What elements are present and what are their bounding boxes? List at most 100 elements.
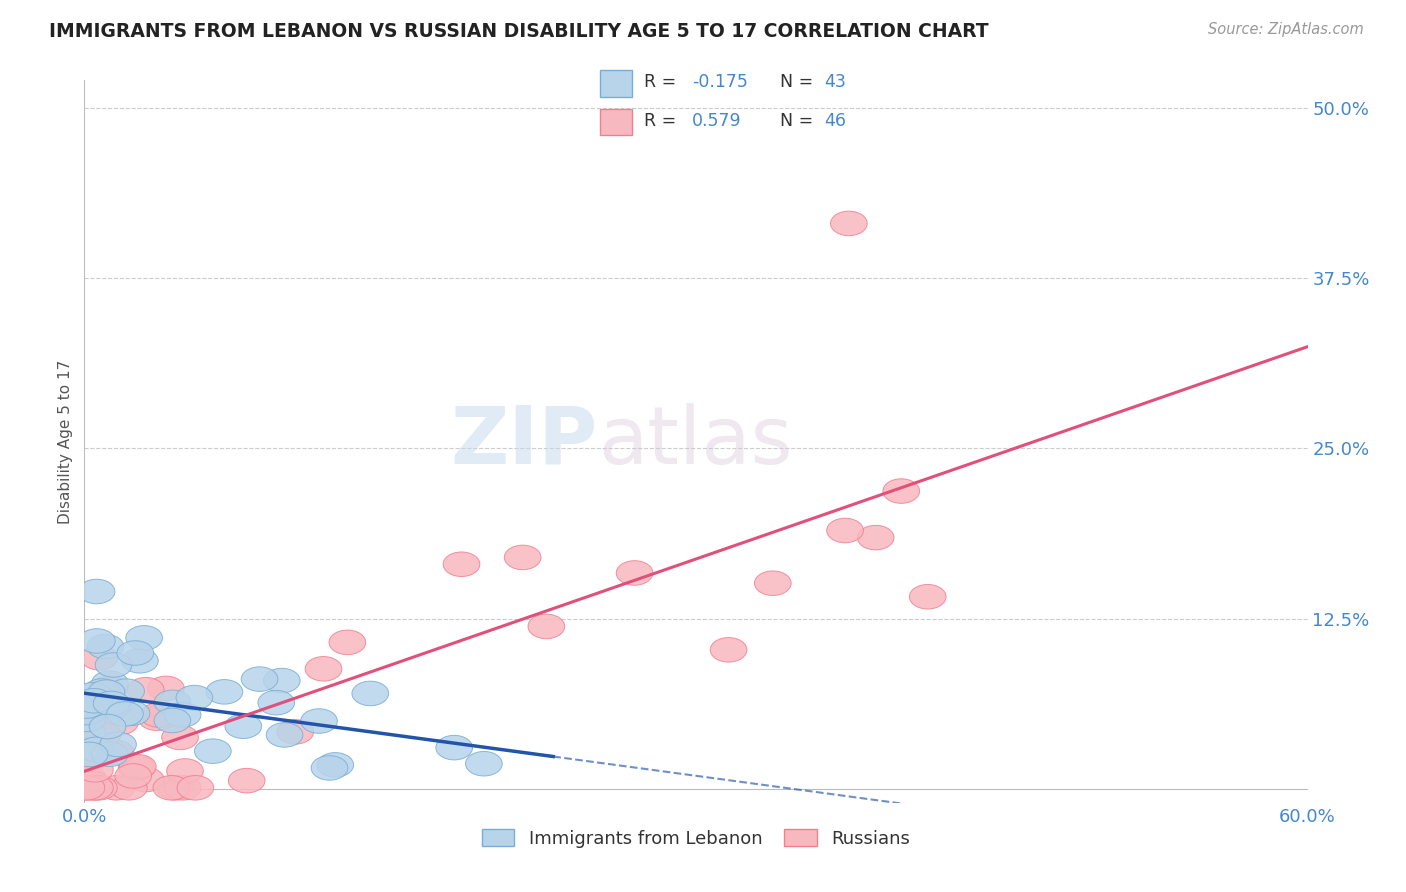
Ellipse shape	[98, 775, 135, 800]
Ellipse shape	[117, 640, 153, 665]
Ellipse shape	[75, 775, 112, 800]
Text: atlas: atlas	[598, 402, 793, 481]
Ellipse shape	[67, 694, 105, 718]
Text: ZIP: ZIP	[451, 402, 598, 481]
Ellipse shape	[76, 757, 114, 782]
Ellipse shape	[72, 742, 108, 767]
Ellipse shape	[75, 712, 111, 737]
Ellipse shape	[157, 775, 194, 800]
Ellipse shape	[827, 518, 863, 542]
Ellipse shape	[316, 753, 353, 777]
Ellipse shape	[148, 676, 184, 700]
Ellipse shape	[228, 768, 266, 793]
Ellipse shape	[120, 755, 156, 779]
Ellipse shape	[69, 775, 105, 800]
Ellipse shape	[505, 545, 541, 570]
Text: N =: N =	[780, 112, 820, 129]
Ellipse shape	[84, 723, 121, 747]
Text: R =: R =	[644, 73, 682, 91]
Text: Source: ZipAtlas.com: Source: ZipAtlas.com	[1208, 22, 1364, 37]
Ellipse shape	[96, 653, 132, 677]
Ellipse shape	[107, 702, 143, 726]
Ellipse shape	[177, 775, 214, 800]
Ellipse shape	[257, 690, 295, 714]
Ellipse shape	[616, 561, 652, 585]
Ellipse shape	[83, 679, 121, 703]
Ellipse shape	[207, 680, 243, 704]
Legend: Immigrants from Lebanon, Russians: Immigrants from Lebanon, Russians	[475, 822, 917, 855]
Ellipse shape	[82, 646, 118, 670]
Y-axis label: Disability Age 5 to 17: Disability Age 5 to 17	[58, 359, 73, 524]
Ellipse shape	[910, 584, 946, 609]
Ellipse shape	[138, 706, 174, 731]
Text: 43: 43	[824, 73, 846, 91]
Ellipse shape	[263, 668, 299, 693]
Ellipse shape	[167, 759, 204, 783]
Ellipse shape	[76, 775, 114, 800]
Ellipse shape	[311, 756, 347, 780]
Ellipse shape	[858, 525, 894, 549]
Ellipse shape	[529, 615, 565, 639]
Ellipse shape	[70, 767, 107, 791]
Ellipse shape	[225, 714, 262, 739]
Ellipse shape	[79, 579, 115, 604]
Ellipse shape	[97, 740, 134, 764]
Ellipse shape	[118, 756, 155, 780]
Ellipse shape	[242, 667, 278, 691]
Ellipse shape	[108, 679, 145, 704]
Ellipse shape	[162, 725, 198, 749]
Ellipse shape	[67, 770, 105, 794]
Ellipse shape	[352, 681, 388, 706]
Ellipse shape	[100, 732, 136, 756]
Ellipse shape	[165, 703, 201, 727]
Ellipse shape	[76, 689, 112, 713]
Ellipse shape	[94, 694, 131, 718]
Ellipse shape	[329, 630, 366, 655]
Ellipse shape	[87, 634, 124, 659]
Ellipse shape	[883, 479, 920, 503]
Ellipse shape	[141, 703, 177, 727]
Ellipse shape	[125, 625, 163, 650]
Ellipse shape	[831, 211, 868, 235]
Ellipse shape	[91, 671, 128, 696]
Text: IMMIGRANTS FROM LEBANON VS RUSSIAN DISABILITY AGE 5 TO 17 CORRELATION CHART: IMMIGRANTS FROM LEBANON VS RUSSIAN DISAB…	[49, 22, 988, 41]
Ellipse shape	[155, 690, 191, 714]
Text: N =: N =	[780, 73, 820, 91]
Ellipse shape	[112, 701, 150, 725]
Ellipse shape	[115, 764, 152, 789]
Ellipse shape	[121, 648, 159, 673]
Ellipse shape	[111, 775, 148, 800]
Text: 0.579: 0.579	[692, 112, 741, 129]
Ellipse shape	[465, 751, 502, 776]
Ellipse shape	[89, 714, 127, 739]
Ellipse shape	[305, 657, 342, 681]
Ellipse shape	[176, 685, 212, 710]
Ellipse shape	[755, 571, 792, 596]
Ellipse shape	[93, 691, 129, 715]
Ellipse shape	[89, 680, 125, 705]
Ellipse shape	[79, 629, 115, 653]
Text: -0.175: -0.175	[692, 73, 748, 91]
Ellipse shape	[101, 710, 138, 735]
Ellipse shape	[277, 720, 314, 744]
Ellipse shape	[75, 682, 111, 707]
Ellipse shape	[80, 775, 117, 800]
Ellipse shape	[266, 723, 302, 747]
Ellipse shape	[194, 739, 231, 764]
Ellipse shape	[69, 700, 105, 725]
Ellipse shape	[155, 708, 191, 732]
Ellipse shape	[165, 775, 201, 800]
Ellipse shape	[77, 737, 114, 762]
Ellipse shape	[443, 552, 479, 576]
FancyBboxPatch shape	[600, 109, 631, 135]
FancyBboxPatch shape	[600, 70, 631, 96]
Ellipse shape	[436, 735, 472, 760]
Text: R =: R =	[644, 112, 688, 129]
Ellipse shape	[67, 775, 105, 800]
Text: 46: 46	[824, 112, 846, 129]
Ellipse shape	[69, 721, 105, 746]
Ellipse shape	[75, 772, 111, 797]
Ellipse shape	[69, 707, 105, 731]
Ellipse shape	[128, 767, 165, 792]
Ellipse shape	[301, 709, 337, 733]
